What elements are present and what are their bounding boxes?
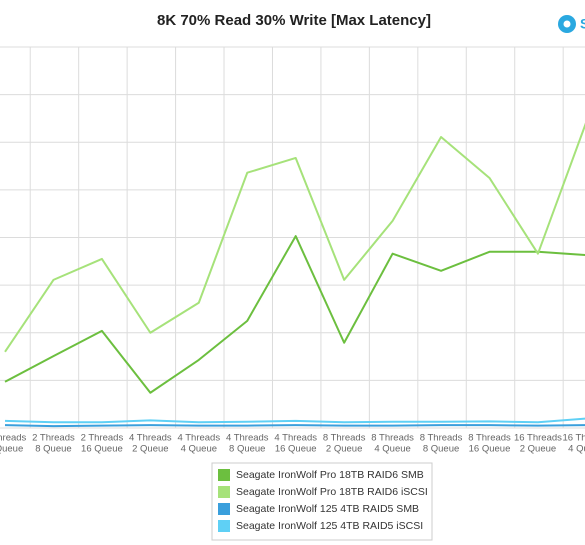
series-line — [4, 424, 585, 428]
x-tick-label: 2 Queue — [520, 444, 556, 455]
x-tick-label: 2 Queue — [326, 444, 362, 455]
x-tick-label: 8 Threads — [420, 433, 463, 444]
x-tick-label: 4 Queue — [374, 444, 410, 455]
x-tick-label: 8 Threads — [323, 433, 366, 444]
legend-label: Seagate IronWolf 125 4TB RAID5 SMB — [236, 503, 419, 515]
chart-title: 8K 70% Read 30% Write [Max Latency] — [157, 12, 431, 29]
x-tick-label: 2 Threads — [81, 433, 124, 444]
legend-label: Seagate IronWolf Pro 18TB RAID6 SMB — [236, 469, 424, 481]
legend-swatch — [218, 520, 230, 532]
series-line — [4, 417, 585, 424]
x-tick-label: 16 Threads — [514, 433, 562, 444]
x-tick-label: 4 Queue — [0, 444, 23, 455]
x-tick-label: 2 Threads — [0, 433, 27, 444]
x-tick-label: 4 Threads — [226, 433, 269, 444]
logo-text: S — [580, 16, 585, 32]
x-tick-label: 8 Queue — [423, 444, 459, 455]
x-tick-label: 16 Queue — [275, 444, 317, 455]
legend-label: Seagate IronWolf 125 4TB RAID5 iSCSI — [236, 520, 423, 532]
x-tick-label: 4 Queue — [181, 444, 217, 455]
legend-label: Seagate IronWolf Pro 18TB RAID6 iSCSI — [236, 486, 428, 498]
legend-box — [211, 462, 433, 541]
series-line — [4, 122, 585, 353]
x-tick-label: 4 Threads — [129, 433, 172, 444]
x-tick-label: 8 Threads — [468, 433, 511, 444]
legend-swatch — [218, 486, 230, 498]
x-tick-label: 16 Queue — [81, 444, 123, 455]
x-tick-label: 8 Queue — [35, 444, 71, 455]
series-line — [4, 235, 585, 394]
x-tick-label: 8 Queue — [229, 444, 265, 455]
legend-swatch — [218, 503, 230, 515]
x-tick-label: 16 Threads — [562, 433, 585, 444]
x-tick-label: 8 Threads — [371, 433, 414, 444]
x-tick-label: 4 Queue — [568, 444, 585, 455]
x-tick-label: 16 Queue — [469, 444, 511, 455]
x-tick-label: 2 Queue — [132, 444, 168, 455]
x-tick-label: 2 Threads — [32, 433, 75, 444]
logo-icon-hole — [563, 20, 571, 28]
legend-swatch — [218, 469, 230, 481]
x-tick-label: 4 Threads — [177, 433, 220, 444]
x-tick-label: 4 Threads — [274, 433, 317, 444]
